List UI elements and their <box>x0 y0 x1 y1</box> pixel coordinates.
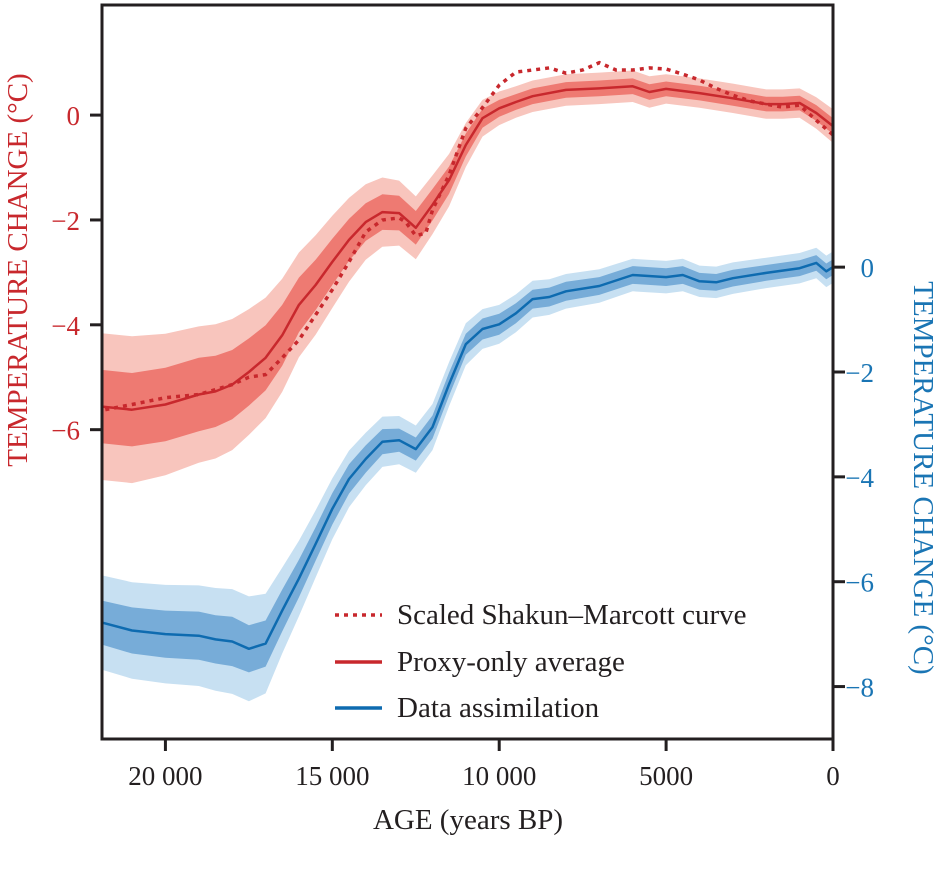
proxy-only-outer-band <box>102 70 833 484</box>
x-tick-label: 15 000 <box>295 761 369 791</box>
legend-label-data-assimilation: Data assimilation <box>397 692 600 724</box>
y-axis-right-title: TEMPERATURE CHANGE (°C) <box>907 281 939 674</box>
series-lines <box>101 60 835 651</box>
legend-label-proxy-only: Proxy-only average <box>397 646 625 678</box>
y-axis-left: 0 −2 −4 −6 <box>51 101 102 446</box>
proxy-only-line <box>101 85 834 411</box>
data-assimilation-inner-band <box>102 255 833 673</box>
data-assimilation-line <box>101 261 834 651</box>
legend-label-shakun-marcott: Scaled Shakun–Marcott curve <box>397 599 747 631</box>
x-tick-label: 10 000 <box>462 761 536 791</box>
y-left-tick-label: −6 <box>51 416 80 446</box>
x-axis: 20 000 15 000 10 000 5000 0 <box>128 739 840 791</box>
legend: Scaled Shakun–Marcott curve Proxy-only a… <box>335 599 747 724</box>
y-right-tick-label: −6 <box>845 568 874 598</box>
x-tick-label: 20 000 <box>128 761 202 791</box>
y-left-tick-label: −2 <box>51 206 80 236</box>
y-right-tick-label: −2 <box>845 358 874 388</box>
x-tick-label: 0 <box>826 761 840 791</box>
y-axis-left-title: TEMPERATURE CHANGE (°C) <box>2 73 34 466</box>
y-right-tick-label: 0 <box>861 253 875 283</box>
y-right-tick-label: −4 <box>845 463 874 493</box>
x-axis-title: AGE (years BP) <box>373 804 563 836</box>
x-tick-label: 5000 <box>639 761 693 791</box>
y-left-tick-label: −4 <box>51 311 80 341</box>
y-axis-right: 0 −2 −4 −6 −8 <box>833 253 875 703</box>
y-left-tick-label: 0 <box>67 101 81 131</box>
y-right-tick-label: −8 <box>845 673 874 703</box>
